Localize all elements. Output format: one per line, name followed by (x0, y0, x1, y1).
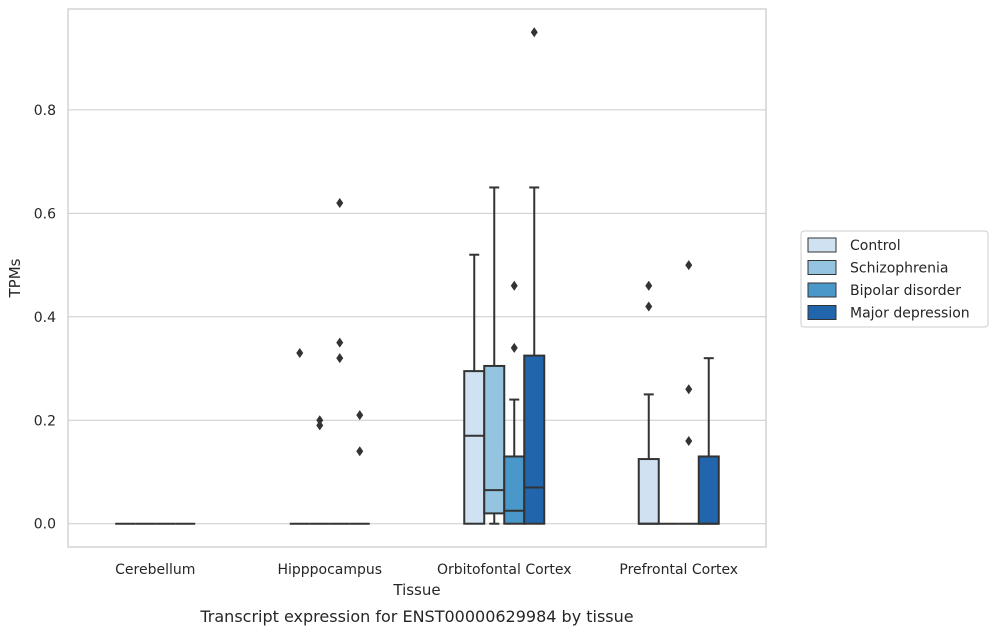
y-tick-label: 0.6 (34, 206, 56, 222)
outlier-point (336, 353, 344, 364)
y-axis-label: TPMs (6, 258, 24, 298)
y-axis-ticks: 0.0 0.2 0.4 0.6 0.8 (34, 103, 56, 533)
plot-frame (67, 8, 767, 548)
legend-swatch (807, 282, 837, 298)
box-schizophrenia (483, 186, 506, 525)
x-tick-label: Prefrontal Cortex (619, 562, 738, 578)
outlier-point (685, 384, 693, 395)
x-axis-ticks: Cerebellum Hipppocampus Orbitofontal Corte… (115, 562, 738, 578)
outlier-point (316, 420, 324, 431)
legend-swatch (807, 237, 837, 253)
x-axis-label: Tissue (392, 581, 440, 599)
plot-area (115, 27, 720, 525)
outlier-point (645, 301, 653, 312)
outlier-point (530, 27, 538, 38)
legend-label: Schizophrenia (850, 261, 948, 277)
outlier-point (510, 342, 518, 353)
chart-title: Transcript expression for ENST0000062998… (199, 607, 633, 626)
legend-frame (800, 230, 989, 328)
box-body (637, 458, 660, 525)
x-tick-label: Orbitofontal Cortex (437, 562, 572, 578)
y-tick-label: 0.0 (34, 517, 56, 533)
box-major-depression (349, 410, 370, 525)
outlier-point (645, 280, 653, 291)
outlier-point (336, 197, 344, 208)
outlier-point (356, 446, 364, 457)
box-body (503, 455, 526, 525)
box-major-depression (697, 357, 720, 525)
x-tick-label: Hipppocampus (277, 562, 382, 578)
box-bipolar-disorder (329, 197, 350, 525)
box-body (463, 370, 486, 525)
box-bipolar-disorder (678, 260, 699, 525)
legend-label: Bipolar disorder (850, 283, 961, 299)
legend-label: Major depression (850, 306, 970, 322)
box-body (523, 354, 546, 525)
outlier-point (296, 348, 304, 359)
box-bipolar-disorder (503, 280, 526, 525)
legend: Control Schizophrenia Bipolar disorder Majo… (800, 230, 989, 328)
box-body (697, 455, 720, 525)
box-schizophrenia (309, 415, 330, 525)
y-tick-label: 0.8 (34, 103, 56, 119)
outlier-point (685, 260, 693, 271)
outlier-point (510, 280, 518, 291)
box-control (637, 280, 660, 525)
y-tick-label: 0.4 (34, 310, 56, 326)
box-control (289, 348, 310, 525)
legend-swatch (807, 260, 837, 275)
outlier-point (685, 435, 693, 446)
outlier-point (336, 337, 344, 348)
legend-label: Control (850, 238, 901, 254)
box-body (483, 364, 506, 515)
outlier-point (316, 415, 324, 426)
outlier-point (356, 410, 364, 421)
legend-swatch (807, 305, 837, 320)
x-tick-label: Cerebellum (115, 562, 195, 578)
box-major-depression (523, 27, 546, 525)
y-tick-label: 0.2 (34, 413, 56, 429)
box-control (463, 253, 486, 525)
